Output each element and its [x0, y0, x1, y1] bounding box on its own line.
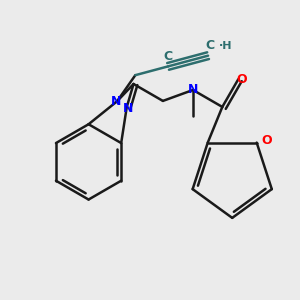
Text: N: N	[123, 103, 133, 116]
Text: N: N	[111, 95, 121, 108]
Text: ·H: ·H	[219, 41, 233, 51]
Text: C: C	[206, 39, 214, 52]
Text: O: O	[236, 73, 247, 86]
Text: N: N	[188, 83, 198, 97]
Text: O: O	[261, 134, 272, 147]
Text: C: C	[164, 50, 172, 63]
